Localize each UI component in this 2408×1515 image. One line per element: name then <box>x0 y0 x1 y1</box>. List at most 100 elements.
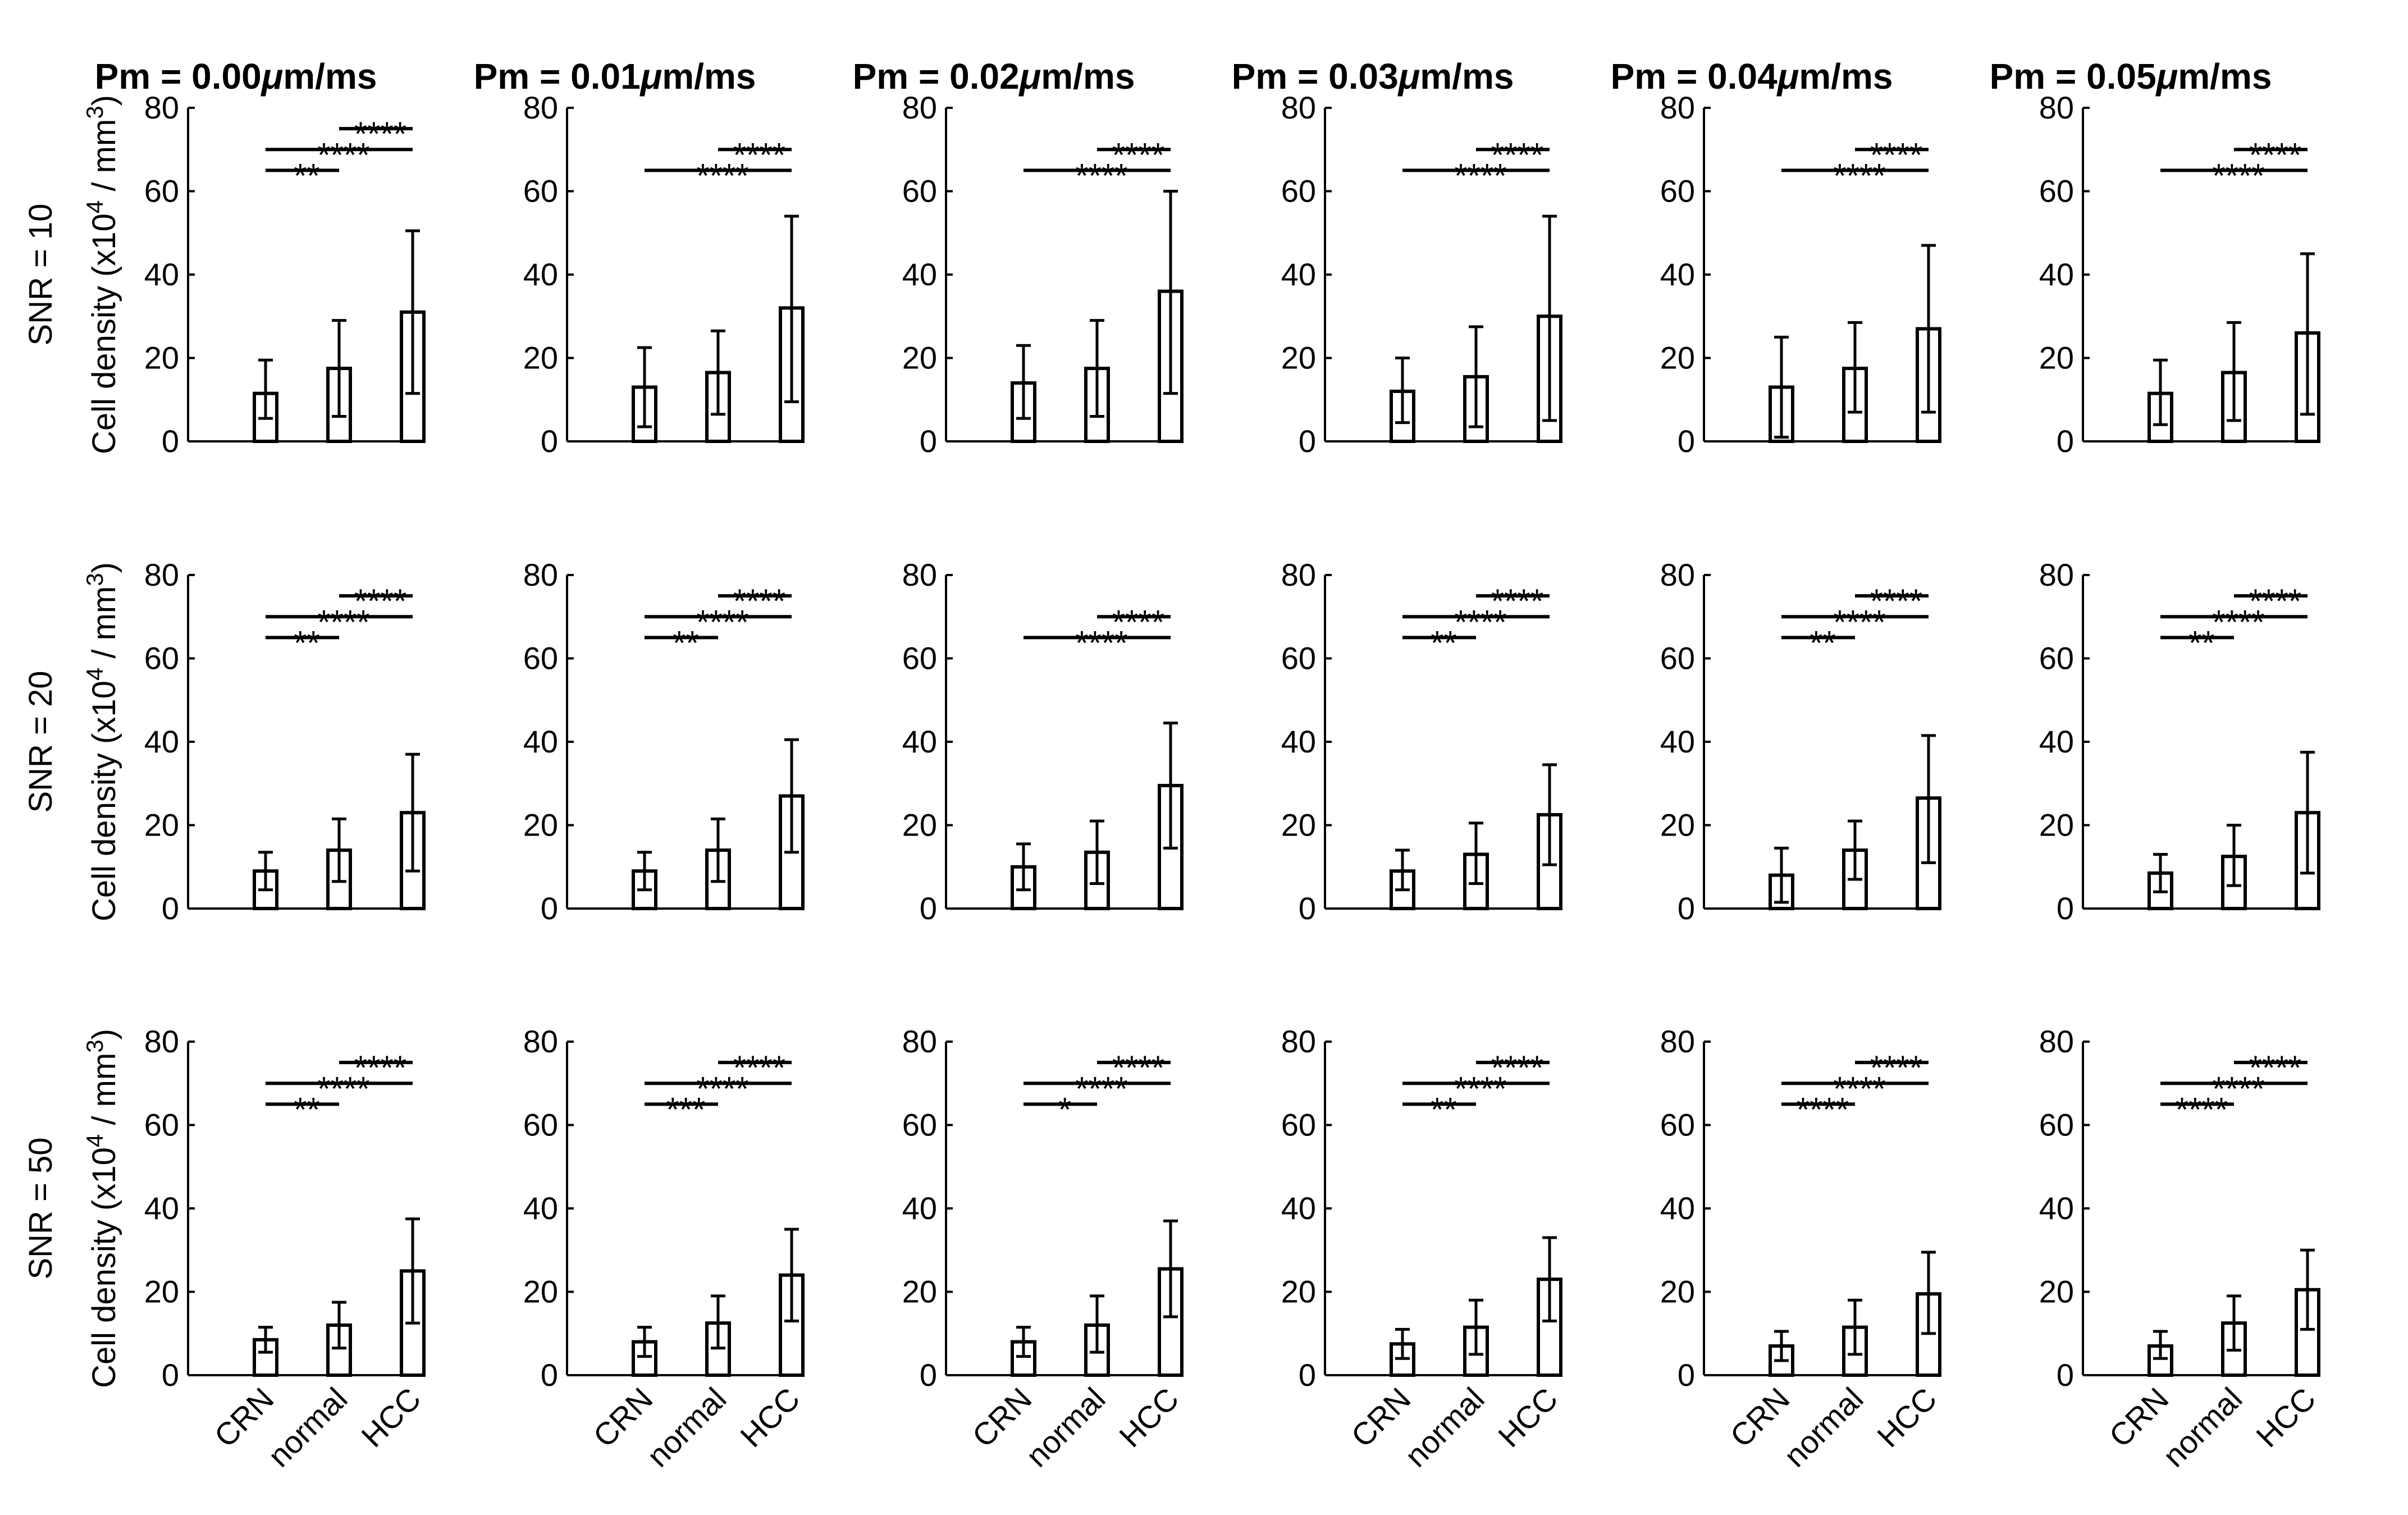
y-tick-label: 60 <box>2039 174 2074 209</box>
y-tick-label: 20 <box>523 807 558 843</box>
y-tick-label: 40 <box>1281 724 1316 759</box>
significance-label: **** <box>317 1070 369 1107</box>
significance-label: **** <box>733 136 785 174</box>
column-title: Pm = 0.01μm/ms <box>474 56 756 97</box>
y-tick-label: 40 <box>523 724 558 759</box>
y-tick-label: 40 <box>1660 724 1695 759</box>
y-tick-label: 80 <box>2039 1024 2074 1059</box>
y-tick-label: 80 <box>523 90 558 125</box>
column-title: Pm = 0.00μm/ms <box>95 56 377 97</box>
y-tick-label: 0 <box>541 423 558 459</box>
y-tick-label: 60 <box>1660 1107 1695 1143</box>
y-tick-label: 0 <box>162 1357 179 1393</box>
y-tick-label: 60 <box>902 174 937 209</box>
significance-label: **** <box>1075 624 1127 661</box>
y-tick-label: 40 <box>1281 1190 1316 1226</box>
x-category-label: HCC <box>1112 1381 1185 1454</box>
significance-label: **** <box>696 603 748 641</box>
y-tick-label: 40 <box>902 724 937 759</box>
y-tick-label: 80 <box>523 1024 558 1059</box>
y-tick-label: 80 <box>523 557 558 592</box>
panel-r0-c2: 0 20 40 60 80 ******** <box>902 90 1184 459</box>
y-tick-label: 80 <box>1281 90 1316 125</box>
significance-label: **** <box>1112 136 1164 174</box>
significance-label: ** <box>1431 1090 1457 1128</box>
y-tick-label: 20 <box>1281 340 1316 376</box>
y-tick-label: 20 <box>523 340 558 376</box>
x-category-label: normal <box>2156 1381 2249 1474</box>
y-tick-label: 0 <box>1299 423 1316 459</box>
y-tick-label: 0 <box>541 1357 558 1393</box>
y-axis-label: Cell density (x104 / mm3) <box>81 95 122 454</box>
y-tick-label: 60 <box>2039 641 2074 676</box>
y-tick-label: 80 <box>902 90 937 125</box>
y-tick-label: 0 <box>920 423 937 459</box>
significance-label: **** <box>1833 157 1885 194</box>
significance-label: **** <box>1833 603 1885 641</box>
y-tick-label: 80 <box>2039 90 2074 125</box>
significance-label: **** <box>1112 1049 1164 1087</box>
y-tick-label: 0 <box>2057 1357 2074 1393</box>
significance-label: **** <box>354 115 406 153</box>
y-tick-label: 80 <box>1281 1024 1316 1059</box>
y-tick-label: 40 <box>523 257 558 292</box>
significance-label: **** <box>1870 136 1922 174</box>
significance-label: **** <box>1870 582 1922 620</box>
y-tick-label: 20 <box>1660 340 1695 376</box>
y-tick-label: 20 <box>1281 807 1316 843</box>
significance-label: ** <box>2188 624 2215 661</box>
row-title: SNR = 10 <box>22 203 59 345</box>
significance-label: *** <box>666 1090 705 1128</box>
y-tick-label: 40 <box>1281 257 1316 292</box>
y-tick-label: 0 <box>541 891 558 926</box>
significance-label: **** <box>317 136 369 174</box>
y-tick-label: 20 <box>144 1274 179 1309</box>
panel-r0-c3: 0 20 40 60 80 ******** <box>1281 90 1562 459</box>
significance-label: **** <box>1454 1070 1506 1107</box>
significance-label: **** <box>2176 1090 2228 1128</box>
significance-label: **** <box>2249 1049 2301 1087</box>
y-tick-label: 80 <box>144 557 179 592</box>
column-title: Pm = 0.05μm/ms <box>1990 56 2272 97</box>
y-tick-label: 20 <box>902 807 937 843</box>
significance-label: **** <box>354 582 406 620</box>
significance-label: **** <box>696 1070 748 1107</box>
y-tick-label: 0 <box>1678 891 1695 926</box>
significance-label: **** <box>2249 582 2301 620</box>
y-tick-label: 40 <box>144 1190 179 1226</box>
y-tick-label: 60 <box>1281 641 1316 676</box>
y-tick-label: 60 <box>523 174 558 209</box>
y-tick-label: 0 <box>920 1357 937 1393</box>
y-axis-label: Cell density (x104 / mm3) <box>81 562 122 921</box>
y-tick-label: 60 <box>144 174 179 209</box>
panel-r0-c5: 0 20 40 60 80 ******** <box>2039 90 2320 459</box>
significance-label: * <box>1058 1090 1071 1128</box>
column-title: Pm = 0.02μm/ms <box>853 56 1135 97</box>
significance-label: **** <box>1833 1070 1885 1107</box>
y-tick-label: 40 <box>2039 724 2074 759</box>
significance-label: **** <box>2249 136 2301 174</box>
y-tick-label: 40 <box>1660 257 1695 292</box>
y-tick-label: 20 <box>144 807 179 843</box>
y-tick-label: 0 <box>920 891 937 926</box>
y-tick-label: 20 <box>902 1274 937 1309</box>
x-category-label: normal <box>640 1381 733 1474</box>
y-tick-label: 20 <box>2039 340 2074 376</box>
significance-label: **** <box>317 603 369 641</box>
row-title: SNR = 50 <box>22 1137 59 1279</box>
y-tick-label: 40 <box>144 257 179 292</box>
significance-label: **** <box>2212 1070 2264 1107</box>
y-tick-label: 40 <box>523 1190 558 1226</box>
significance-label: **** <box>1491 582 1543 620</box>
y-tick-label: 80 <box>902 557 937 592</box>
y-tick-label: 80 <box>1660 557 1695 592</box>
